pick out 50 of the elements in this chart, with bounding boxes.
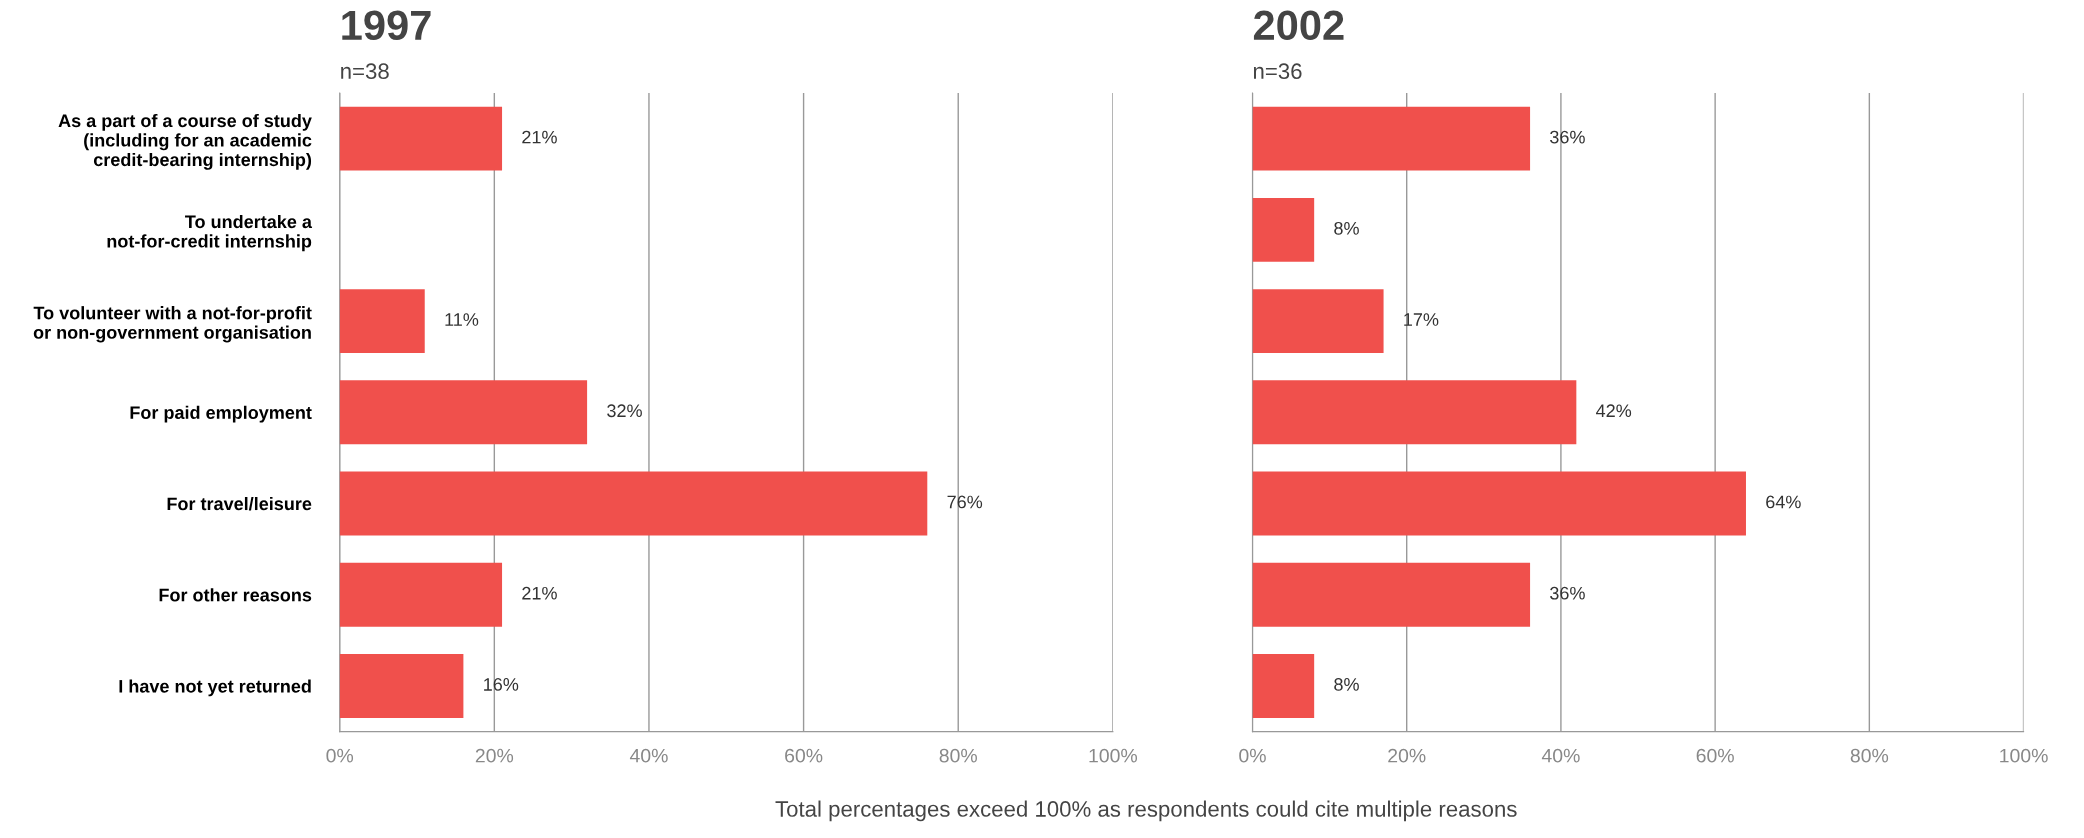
data-label: 11% <box>445 313 479 326</box>
y-tick-label: To undertake a not-for-credit internship <box>107 214 313 252</box>
bar <box>1252 106 1531 171</box>
bar <box>339 654 464 718</box>
y-tick-label: I have not yet returned <box>119 679 311 697</box>
data-label: 16% <box>484 678 519 691</box>
chart-subtitle: n=36 <box>1253 63 1302 80</box>
data-label: 64% <box>1766 495 1801 509</box>
data-label: 21% <box>522 130 557 144</box>
y-tick-label: For other reasons <box>159 588 312 602</box>
bar <box>339 471 928 536</box>
y-tick-label: To volunteer with a not-for-profit or non-government organisation <box>33 306 312 343</box>
bar <box>1252 471 1746 536</box>
x-tick-label: 0% <box>326 748 354 763</box>
bar <box>1252 562 1531 627</box>
x-tick-label: 60% <box>1696 748 1734 763</box>
x-tick-label: 0% <box>1239 748 1266 763</box>
x-tick-label: 100% <box>2000 748 2048 763</box>
data-label: 21% <box>522 586 557 600</box>
x-tick-label: 20% <box>1388 748 1426 763</box>
x-tick-label: 100% <box>1089 748 1138 763</box>
x-tick-label: 40% <box>1541 748 1580 763</box>
data-label: 42% <box>1596 404 1632 418</box>
bar <box>339 380 588 445</box>
x-tick-label: 40% <box>629 748 668 763</box>
data-label: 17% <box>1404 313 1439 326</box>
bar <box>339 289 425 353</box>
bar <box>339 562 503 627</box>
text: Total percentages exceed 100% as respondents could cite multiple reasons <box>775 800 1517 822</box>
data-label: 36% <box>1550 586 1585 600</box>
bar <box>1252 380 1577 445</box>
bar <box>1252 197 1315 262</box>
data-label: 36% <box>1550 130 1585 144</box>
data-label: 32% <box>607 404 642 418</box>
chart-title: 2002 <box>1253 10 1344 41</box>
y-tick-label: For travel/leisure <box>167 496 312 511</box>
x-tick-label: 60% <box>785 748 823 763</box>
data-label: 8% <box>1334 221 1359 235</box>
y-tick-label: For paid employment <box>130 405 312 423</box>
bar <box>1252 289 1384 353</box>
chart-title: 1997 <box>342 10 431 41</box>
chart-subtitle: n=38 <box>341 63 389 80</box>
bar <box>339 106 503 171</box>
bar <box>1252 654 1315 718</box>
x-tick-label: 80% <box>1850 748 1889 763</box>
data-label: 8% <box>1334 678 1359 691</box>
x-tick-label: 20% <box>475 748 514 763</box>
x-tick-label: 80% <box>939 748 977 763</box>
data-label: 76% <box>947 495 983 509</box>
y-tick-label: As a part of a course of study (including for an academic credit-bearing internship) <box>58 113 312 170</box>
